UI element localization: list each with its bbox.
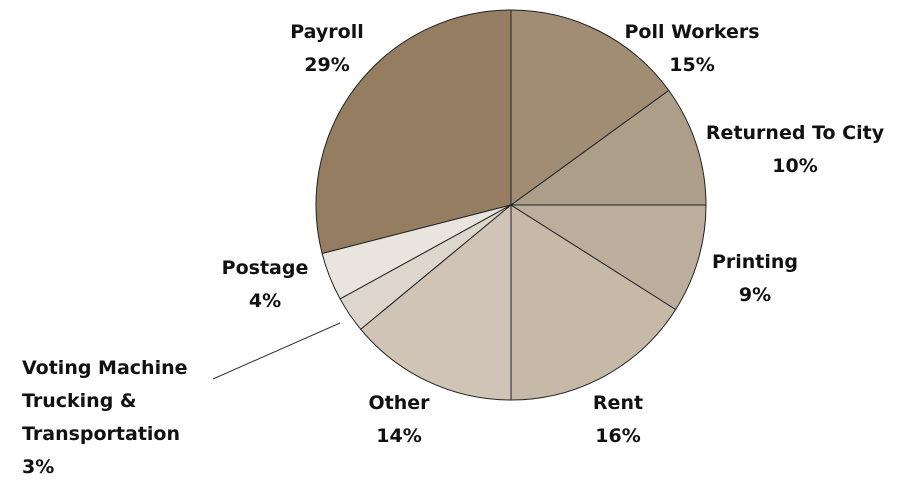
- label-name: Payroll: [290, 21, 364, 43]
- label-value: 4%: [248, 290, 282, 312]
- pie-slice: [360, 203, 512, 401]
- label-value: 10%: [772, 155, 818, 177]
- pie-slice: [509, 204, 707, 311]
- label-name: Voting Machine Trucking & Transportation: [22, 357, 188, 445]
- label-value: 15%: [669, 54, 715, 76]
- label-name: Returned To City: [705, 122, 885, 144]
- label-value: 9%: [738, 284, 772, 306]
- slice-label: Rent 16%: [593, 387, 643, 453]
- label-name: Other: [368, 392, 430, 414]
- label-name: Poll Workers: [624, 21, 760, 43]
- label-value: 16%: [595, 425, 641, 447]
- leader-line: [212, 322, 341, 380]
- label-name: Printing: [711, 251, 799, 273]
- chart: Poll Workers 15% Returned To City 10% Printi…: [22, 9, 884, 478]
- slice-label: Voting Machine Trucking & Transportation…: [22, 352, 217, 484]
- label-name: Postage: [221, 257, 309, 279]
- pie-slice: [510, 204, 677, 401]
- label-name: Rent: [592, 392, 644, 414]
- pie-slice: [509, 89, 707, 206]
- pie-slice: [510, 9, 670, 206]
- label-value: 14%: [376, 425, 422, 447]
- slice-label: Poll Workers 15%: [624, 16, 759, 82]
- pie-canvas: [212, 9, 707, 401]
- label-value: 29%: [304, 54, 350, 76]
- slice-label: Other 14%: [368, 387, 429, 453]
- pie-slice: [315, 9, 512, 255]
- slice-label: Postage 4%: [222, 252, 309, 318]
- slice-label: Printing 9%: [712, 246, 798, 312]
- slice-label: Returned To City 10%: [706, 117, 884, 183]
- slice-label: Payroll 29%: [290, 16, 364, 82]
- label-value: 3%: [22, 456, 55, 478]
